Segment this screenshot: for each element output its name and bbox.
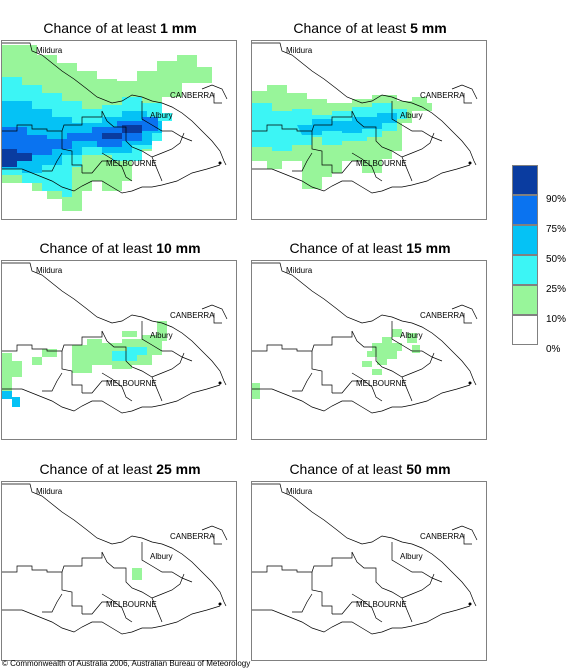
city-label-canberra: CANBERRA <box>170 311 215 320</box>
rain-chance-fills <box>132 568 142 580</box>
city-label-canberra: CANBERRA <box>420 311 465 320</box>
panel-title-amount: 5 mm <box>410 20 447 36</box>
map-outlines <box>2 42 228 194</box>
city-label-melbourne: MELBOURNE <box>106 159 157 168</box>
legend-swatch-25 <box>512 255 538 285</box>
legend-label-10: 10% <box>546 314 567 325</box>
panel-title-prefix: Chance of at least <box>289 461 407 477</box>
rain-chance-fills <box>252 85 432 189</box>
panel-title-amount: 15 mm <box>406 240 451 256</box>
map-outlines <box>252 42 478 194</box>
legend-label-25: 25% <box>546 284 567 295</box>
map-outlines <box>2 262 228 414</box>
city-label-mildura: Mildura <box>286 266 313 275</box>
city-label-canberra: CANBERRA <box>170 91 215 100</box>
rain-chance-fills <box>2 45 212 211</box>
map-15mm: Mildura CANBERRA Albury MELBOURNE <box>251 260 487 440</box>
legend-label-75: 75% <box>546 224 567 235</box>
city-label-melbourne: MELBOURNE <box>356 379 407 388</box>
city-label-mildura: Mildura <box>36 487 63 496</box>
city-label-albury: Albury <box>400 552 423 561</box>
city-label-albury: Albury <box>150 111 173 120</box>
city-label-melbourne: MELBOURNE <box>106 600 157 609</box>
panel-title-5mm: Chance of at least 5 mm <box>252 20 488 36</box>
legend-label-50: 50% <box>546 254 567 265</box>
map-svg: Mildura CANBERRA Albury MELBOURNE <box>2 483 228 635</box>
map-svg: Mildura CANBERRA Albury MELBOURNE <box>252 262 478 414</box>
panel-title-amount: 10 mm <box>156 240 201 256</box>
map-1mm: Mildura CANBERRA Albury MELBOURNE <box>1 40 237 220</box>
panel-title-10mm: Chance of at least 10 mm <box>2 240 238 256</box>
map-svg: Mildura CANBERRA Albury MELBOURNE <box>2 262 228 414</box>
city-label-canberra: CANBERRA <box>170 532 215 541</box>
panel-title-prefix: Chance of at least <box>39 240 157 256</box>
city-label-canberra: CANBERRA <box>420 91 465 100</box>
panel-title-prefix: Chance of at least <box>289 240 407 256</box>
panel-title-prefix: Chance of at least <box>293 20 411 36</box>
map-10mm: Mildura CANBERRA Albury MELBOURNE <box>1 260 237 440</box>
panel-title-prefix: Chance of at least <box>43 20 161 36</box>
city-label-albury: Albury <box>400 331 423 340</box>
city-label-albury: Albury <box>400 111 423 120</box>
city-label-melbourne: MELBOURNE <box>356 600 407 609</box>
legend-swatch-50 <box>512 225 538 255</box>
city-label-melbourne: MELBOURNE <box>106 379 157 388</box>
panel-title-amount: 50 mm <box>406 461 451 477</box>
map-5mm: Mildura CANBERRA Albury MELBOURNE <box>251 40 487 220</box>
city-label-mildura: Mildura <box>286 46 313 55</box>
panel-title-25mm: Chance of at least 25 mm <box>2 461 238 477</box>
legend-swatch-0 <box>512 315 538 345</box>
panel-title-1mm: Chance of at least 1 mm <box>2 20 238 36</box>
city-label-melbourne: MELBOURNE <box>356 159 407 168</box>
map-outlines <box>252 483 478 635</box>
panel-title-15mm: Chance of at least 15 mm <box>252 240 488 256</box>
rain-chance-fills <box>252 329 420 399</box>
city-label-albury: Albury <box>150 331 173 340</box>
panel-title-50mm: Chance of at least 50 mm <box>252 461 488 477</box>
map-outlines <box>2 483 228 635</box>
city-label-mildura: Mildura <box>286 487 313 496</box>
legend-swatch-90 <box>512 165 538 195</box>
map-svg: Mildura CANBERRA Albury MELBOURNE <box>2 42 228 211</box>
map-svg: Mildura CANBERRA Albury MELBOURNE <box>252 42 478 194</box>
map-25mm: Mildura CANBERRA Albury MELBOURNE <box>1 481 237 661</box>
city-label-mildura: Mildura <box>36 266 63 275</box>
city-label-mildura: Mildura <box>36 46 63 55</box>
legend-swatch-75 <box>512 195 538 225</box>
legend-swatch-10 <box>512 285 538 315</box>
panel-title-amount: 1 mm <box>160 20 197 36</box>
legend-label-0: 0% <box>546 344 561 355</box>
legend-label-90: 90% <box>546 194 567 205</box>
map-svg: Mildura CANBERRA Albury MELBOURNE <box>252 483 478 635</box>
panel-title-amount: 25 mm <box>156 461 201 477</box>
city-label-albury: Albury <box>150 552 173 561</box>
map-50mm: Mildura CANBERRA Albury MELBOURNE <box>251 481 487 661</box>
panel-title-prefix: Chance of at least <box>39 461 157 477</box>
city-label-canberra: CANBERRA <box>420 532 465 541</box>
map-outlines <box>252 262 478 414</box>
copyright-notice: © Commonwealth of Australia 2006, Austra… <box>2 659 251 668</box>
